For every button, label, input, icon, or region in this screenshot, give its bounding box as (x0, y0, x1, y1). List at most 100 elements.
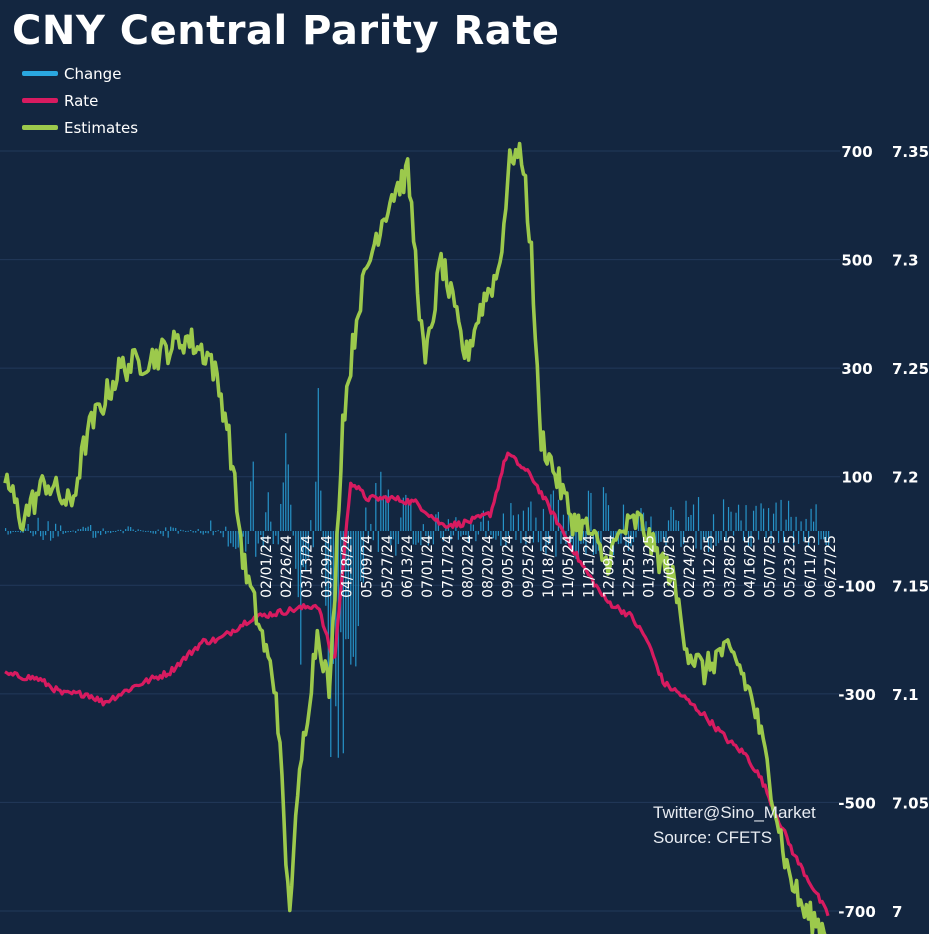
change-bar (52, 531, 54, 539)
change-bar (427, 531, 429, 546)
change-bar (755, 505, 757, 531)
change-bar (435, 514, 437, 531)
change-bar (132, 529, 134, 531)
change-bar (355, 531, 357, 667)
y-left-tick-label: 500 (841, 252, 872, 270)
change-bar (135, 531, 137, 532)
change-bar (80, 529, 82, 531)
change-bar (12, 531, 14, 532)
change-bar (365, 507, 367, 531)
x-tick-label: 05/07/25 (763, 535, 779, 598)
legend-swatch-change (22, 71, 58, 76)
change-bar (112, 531, 114, 532)
change-bar (122, 531, 124, 534)
change-bar (492, 531, 494, 539)
change-bar (20, 531, 22, 533)
change-bar (547, 531, 550, 545)
change-bar (250, 481, 252, 531)
change-bar (717, 531, 720, 544)
change-bar (385, 494, 387, 531)
change-bar (605, 493, 607, 531)
change-bar (462, 531, 464, 535)
change-bar (200, 531, 202, 534)
change-bar (22, 531, 24, 533)
change-bar (452, 531, 454, 536)
legend-label-change: Change (64, 64, 122, 83)
change-bar (417, 531, 419, 543)
change-bar (785, 519, 787, 531)
change-bar (575, 531, 577, 559)
change-bar (307, 531, 309, 558)
change-bar (395, 531, 397, 556)
y-left-tick-label: -300 (838, 686, 876, 704)
change-bar (362, 531, 364, 583)
change-bar (87, 526, 89, 531)
change-bar (392, 531, 394, 540)
change-bar (828, 531, 830, 546)
x-tick-label: 02/06/25 (662, 535, 678, 598)
x-tick-label: 11/21/24 (581, 535, 597, 598)
change-bar (107, 531, 109, 533)
change-bar (272, 531, 274, 545)
change-bar (305, 531, 307, 571)
credit-twitter: Twitter@Sino_Market (653, 803, 816, 822)
x-tick-label: 02/24/25 (682, 535, 698, 598)
change-bar (567, 513, 570, 531)
change-bar (562, 514, 565, 531)
change-bar (105, 531, 107, 534)
legend-swatch-estimates (22, 125, 58, 130)
x-tick-label: 02/01/24 (259, 535, 275, 598)
change-bar (262, 531, 264, 548)
change-bar (662, 531, 665, 539)
change-bar (632, 531, 635, 543)
change-bar (807, 531, 810, 548)
change-bar (10, 531, 12, 534)
change-bar (290, 504, 292, 531)
legend-item-estimates: Estimates (22, 114, 138, 141)
change-bar (295, 531, 297, 569)
x-tick-label: 04/16/25 (742, 535, 758, 598)
change-bar (825, 531, 827, 545)
change-bar (210, 520, 212, 531)
change-bar (795, 516, 797, 531)
change-bar (645, 521, 647, 531)
change-bar (815, 504, 817, 531)
change-bar (275, 531, 277, 536)
change-bar (505, 531, 507, 546)
change-bar (282, 482, 284, 531)
change-bar (630, 531, 632, 547)
change-bar (760, 503, 762, 531)
change-bar (382, 495, 384, 531)
change-bar (35, 531, 37, 535)
change-bar (300, 531, 302, 665)
change-bar (372, 531, 374, 541)
change-bar (822, 531, 825, 540)
change-bar (430, 531, 432, 540)
change-bar (602, 487, 605, 531)
change-bar (222, 531, 224, 538)
change-bar (767, 508, 770, 531)
change-bar (512, 515, 515, 531)
x-tick-label: 12/09/24 (601, 535, 617, 598)
y-left-tick-label: -100 (838, 577, 876, 595)
change-bar (705, 531, 707, 541)
chart-legend: Change Rate Estimates (22, 60, 138, 141)
x-tick-label: 03/28/25 (722, 535, 738, 598)
change-bar (375, 483, 377, 531)
y-right-tick-label: 7.3 (892, 252, 919, 270)
change-bar (212, 531, 214, 536)
change-bar (677, 520, 680, 531)
change-bar (172, 527, 174, 531)
change-bar (70, 531, 72, 532)
change-bar (247, 531, 249, 544)
change-bar (155, 531, 157, 534)
change-bar (545, 531, 547, 555)
change-bar (570, 531, 572, 542)
change-bar (5, 528, 7, 531)
change-bar (667, 520, 670, 531)
change-bar (180, 529, 182, 531)
change-bar (467, 531, 469, 543)
change-bar (205, 531, 207, 533)
change-bar (775, 502, 777, 531)
y-right-tick-label: 7.15 (892, 577, 929, 595)
